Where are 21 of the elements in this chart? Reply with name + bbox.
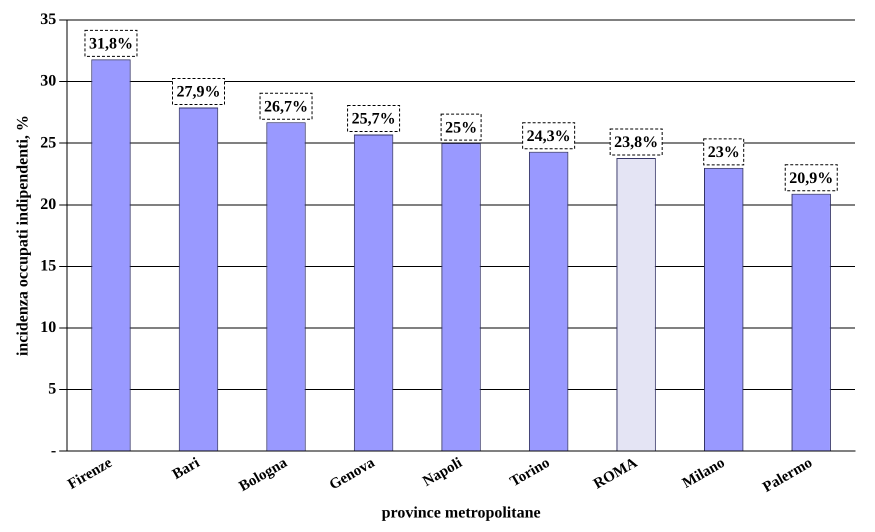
data-label: 26,7% — [264, 98, 308, 116]
x-tick-label: Torino — [508, 454, 553, 490]
data-label: 31,8% — [88, 36, 133, 53]
y-tick-label: 25 — [40, 134, 56, 152]
data-label: 27,9% — [176, 84, 220, 101]
y-tick-label: 10 — [40, 319, 56, 336]
data-label: 23% — [708, 144, 740, 161]
data-label: 20,9% — [789, 170, 834, 187]
data-label: 24,3% — [526, 128, 571, 145]
x-axis-title: province metropolitane — [382, 504, 541, 522]
y-tick-label: 5 — [48, 380, 56, 398]
data-label: 23,8% — [614, 134, 658, 152]
y-tick-label: 30 — [40, 72, 56, 90]
y-tick-label: - — [50, 442, 56, 460]
data-label: 25% — [445, 119, 478, 136]
data-label: 25,7% — [352, 110, 396, 128]
x-tick-label: Bari — [170, 454, 202, 483]
y-tick-label: 35 — [40, 11, 56, 28]
y-axis-title: incidenza occupati indipendenti, % — [14, 115, 32, 356]
y-tick-label: 15 — [40, 258, 56, 275]
y-tick-label: 20 — [40, 196, 56, 213]
